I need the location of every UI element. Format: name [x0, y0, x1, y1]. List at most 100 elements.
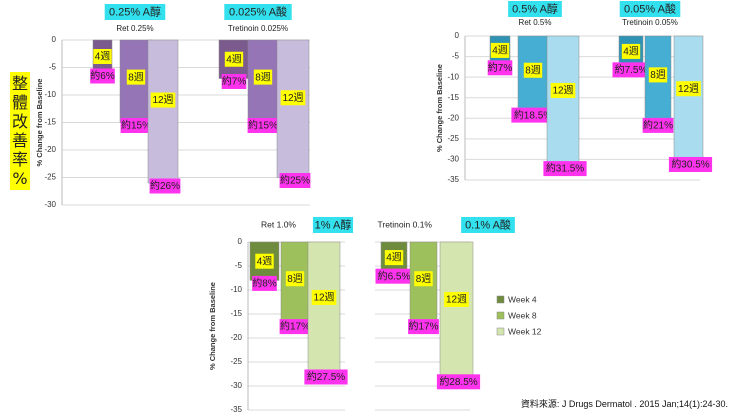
y-tick-label: 0: [238, 237, 243, 246]
week-label: 8週: [525, 64, 541, 76]
concentration-tag-bg: [619, 1, 681, 17]
percent-change-label-bg: [221, 74, 247, 89]
side-label-char: 率: [11, 150, 28, 169]
y-tick-label: -15: [44, 118, 56, 127]
y-tick-label: -10: [230, 285, 242, 294]
y-tick-label: 0: [52, 35, 57, 44]
overall-improvement-rate-label: 整 體 改 善 率 %: [10, 72, 30, 190]
week-label: 8週: [287, 273, 303, 285]
legend-entry: Week 12: [508, 326, 542, 336]
concentration-tag-bg: [224, 4, 292, 20]
percent-change-label-bg: [487, 60, 513, 76]
percent-change-label-bg: [279, 319, 311, 335]
percent-change-label: 約6.5%: [378, 269, 411, 282]
y-axis-title: % Change from Baseline: [435, 64, 444, 152]
chart-subtitle: Ret 1.0%: [261, 219, 296, 229]
percent-change-label: 約15%: [121, 119, 151, 132]
concentration-tag: 0.5% A醇: [512, 1, 558, 15]
y-axis-title: % Change from Baseline: [208, 282, 217, 370]
percent-change-label: 約7%: [222, 75, 247, 88]
week-label-bg: [676, 81, 701, 97]
y-tick-label: -15: [447, 93, 459, 102]
concentration-tag-bg: [104, 4, 166, 20]
week-label-bg: [93, 49, 112, 64]
percent-change-label-bg: [279, 173, 311, 188]
legend-swatch: [496, 295, 505, 304]
percent-change-label-bg: [642, 117, 674, 133]
y-tick-label: -25: [44, 173, 56, 182]
percent-change-label-bg: [543, 161, 587, 177]
week-label: 8週: [255, 71, 271, 83]
percent-change-label: 約31.5%: [546, 162, 584, 175]
week-label: 4週: [623, 46, 639, 58]
side-label-char: %: [12, 169, 28, 188]
week-label-bg: [523, 62, 543, 78]
chart-subtitle: Ret 0.5%: [519, 18, 552, 27]
bar-week-12: [307, 241, 341, 375]
percent-change-label-bg: [668, 156, 713, 172]
percent-change-label: 約25%: [280, 174, 310, 187]
week-label-bg: [311, 289, 337, 305]
week-label: 8週: [650, 69, 666, 81]
week-label-bg: [621, 43, 641, 59]
percent-change-label-bg: [511, 107, 555, 123]
y-tick-label: -20: [230, 333, 242, 342]
concentration-tag: 0.1% A酸: [465, 217, 511, 231]
week-label: 4週: [492, 45, 508, 57]
chart-subtitle: Tretinoin 0.05%: [622, 18, 678, 27]
week-label-bg: [414, 271, 433, 287]
percent-change-label: 約28.5%: [439, 375, 477, 388]
percent-change-label: 約17%: [280, 320, 310, 333]
percent-change-label: 約7%: [488, 61, 513, 74]
percent-change-label: 約17%: [408, 320, 438, 333]
week-label-bg: [384, 250, 404, 266]
side-label-char: 善: [11, 131, 28, 150]
concentration-tag-bg: [508, 1, 562, 17]
concentration-tag: 1% A醇: [315, 217, 352, 231]
week-label: 4週: [257, 255, 273, 267]
percent-change-label-bg: [436, 374, 481, 390]
week-label: 8週: [128, 71, 144, 83]
week-label-bg: [280, 90, 306, 106]
bar-week-12: [673, 35, 704, 162]
legend-entry: Week 4: [508, 294, 537, 304]
side-label-char: 體: [11, 93, 28, 112]
y-tick-label: 0: [455, 31, 460, 40]
week-label: 12週: [552, 85, 573, 97]
side-label-char: 整: [11, 74, 28, 93]
percent-change-label-bg: [408, 319, 439, 335]
week-label: 12週: [152, 94, 173, 106]
percent-change-label: 約27.5%: [307, 370, 345, 383]
week-label: 4週: [226, 53, 242, 65]
percent-change-label-bg: [304, 369, 348, 385]
percent-change-label: 約7.5%: [615, 63, 648, 76]
week-label-bg: [550, 82, 576, 98]
concentration-tag: 0.25% A醇: [109, 4, 161, 18]
bar-week-12: [546, 35, 580, 166]
chart-subtitle: Tretinoin 0.1%: [378, 219, 433, 229]
week-label-bg: [150, 92, 176, 108]
y-tick-label: -15: [230, 309, 242, 318]
week-label: 12週: [446, 294, 467, 306]
y-tick-label: -25: [447, 134, 459, 143]
side-label-char: 改: [11, 112, 28, 131]
percent-change-label: 約30.5%: [671, 158, 709, 171]
legend-entry: Week 8: [508, 310, 537, 320]
week-label-bg: [648, 67, 668, 83]
week-label-bg: [444, 291, 469, 307]
bar-week-12: [147, 39, 179, 184]
percent-change-label: 約18.5%: [514, 108, 552, 121]
chart-subtitle: Tretinoin 0.025%: [228, 24, 288, 33]
y-tick-label: -20: [44, 145, 56, 154]
percent-change-label: 約6%: [90, 69, 115, 82]
y-tick-label: -30: [230, 381, 242, 390]
bar-week-12: [276, 39, 310, 178]
week-label: 12週: [282, 92, 303, 104]
week-label: 4週: [95, 51, 111, 63]
y-tick-label: -10: [447, 72, 459, 81]
percent-change-label-bg: [90, 68, 115, 84]
concentration-tag: 0.025% A酸: [229, 4, 287, 18]
week-label-bg: [253, 69, 273, 85]
y-tick-label: -35: [230, 405, 242, 414]
